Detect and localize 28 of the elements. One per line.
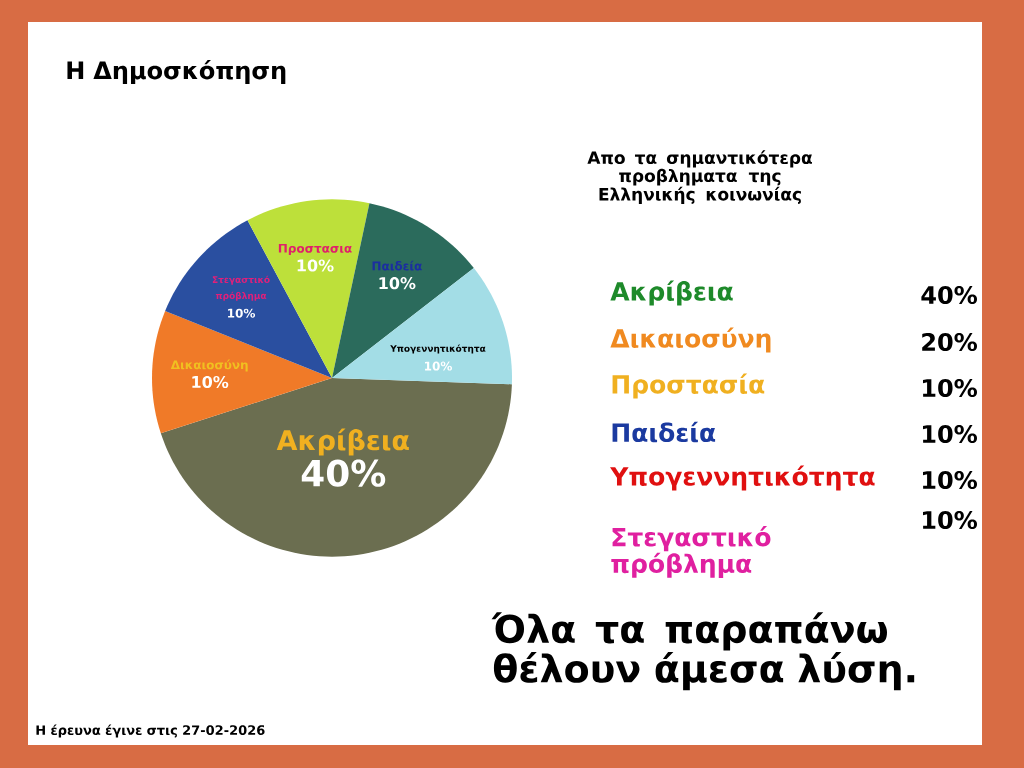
text: 40% xyxy=(921,285,977,305)
text: Η έρευνα έγινε στις 27-02-2026 xyxy=(36,724,265,738)
text: Όλα τα παραπάνω θέλουν άμεσα λύση. xyxy=(491,612,915,691)
slice-label: Στεγαστικό πρόβλημα xyxy=(212,275,270,301)
text: Παιδεία xyxy=(612,421,716,443)
slice-label: Υπογεννητικότητα xyxy=(390,344,486,354)
chart-title: Η Δημοσκόπηση xyxy=(67,59,286,85)
text: Ακρίβεια xyxy=(610,280,733,306)
text: Στεγαστικό πρόβλημα xyxy=(611,526,771,578)
text: Απο τα σημαντικότερα προβληματα της Ελληνικής κοινωνίας xyxy=(587,150,812,204)
slice-label: Ακρίβεια xyxy=(276,428,409,456)
text: Δικαιοσύνη xyxy=(610,327,771,353)
data-label: 40% xyxy=(301,459,386,487)
text: 10% xyxy=(923,510,977,530)
slice-label: Παιδεία xyxy=(372,260,422,271)
text: 10% xyxy=(923,378,977,398)
text: Υπογεννητικότητα xyxy=(610,465,875,491)
slice-label: Προστασια xyxy=(278,243,352,256)
text: 10% xyxy=(923,470,977,490)
data-label: 10% xyxy=(228,308,256,318)
text: 10% xyxy=(923,424,977,444)
text: Προστασία xyxy=(612,373,765,399)
slice-label: Δικαιοσύνη xyxy=(170,359,248,372)
data-label: 10% xyxy=(297,259,334,272)
text: 20% xyxy=(922,332,977,352)
data-label: 10% xyxy=(192,375,229,389)
data-label: 10% xyxy=(425,361,453,371)
data-label: 10% xyxy=(379,277,416,290)
